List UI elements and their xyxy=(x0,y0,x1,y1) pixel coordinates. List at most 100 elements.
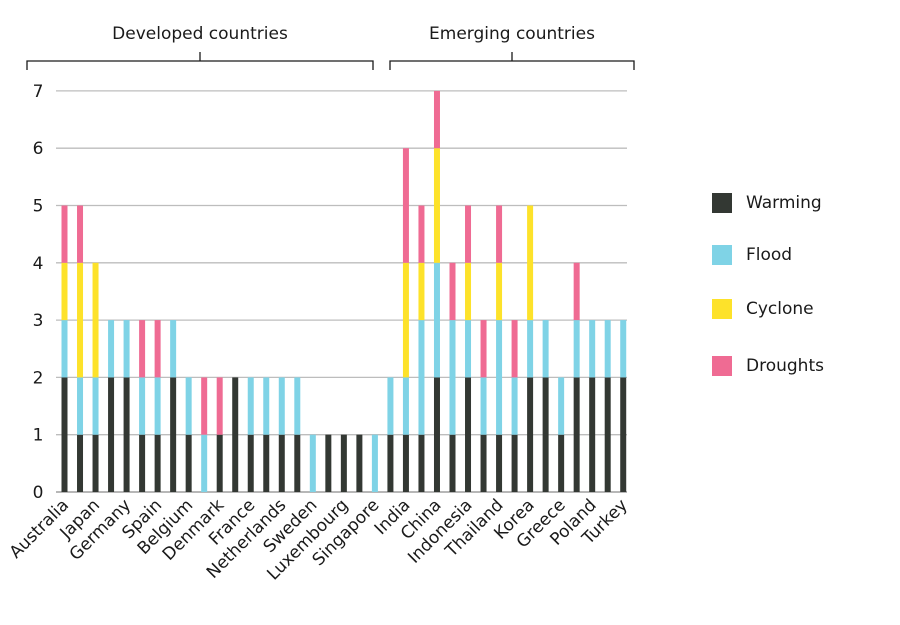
bar-segment-flood xyxy=(278,377,285,435)
legend-item-cyclone: Cyclone xyxy=(712,299,814,319)
legend-swatch-droughts xyxy=(712,356,732,376)
bar-segment-flood xyxy=(154,377,161,435)
group-label: Developed countries xyxy=(112,24,288,44)
bar-segment-warming xyxy=(573,377,580,492)
y-tick-label: 4 xyxy=(33,254,44,274)
bar-segment-cyclone xyxy=(496,262,503,321)
y-tick-label: 7 xyxy=(33,82,44,102)
x-axis: AustraliaJapanGermanySpainBelgiumDenmark… xyxy=(6,495,632,584)
y-tick-label: 6 xyxy=(33,139,44,159)
bar-segment-warming xyxy=(77,434,84,492)
legend-item-flood: Flood xyxy=(712,245,792,265)
bar-segment-warming xyxy=(604,377,611,492)
bar-segment-warming xyxy=(356,434,363,492)
bar-segment-flood xyxy=(620,320,627,378)
bar-segment-flood xyxy=(108,320,115,378)
gridlines xyxy=(56,90,627,493)
bar-segment-warming xyxy=(247,434,254,492)
bar-segment-flood xyxy=(402,377,409,435)
bar-segment-droughts xyxy=(511,320,518,378)
bar-segment-warming xyxy=(139,434,146,492)
legend-item-droughts: Droughts xyxy=(712,356,824,376)
bar-segment-warming xyxy=(232,377,239,492)
bar-segment-droughts xyxy=(154,320,161,378)
bar-segment-droughts xyxy=(139,320,146,378)
group-bracket xyxy=(389,52,635,70)
bar-segment-flood xyxy=(387,377,394,435)
bar-segment-droughts xyxy=(77,205,84,263)
bar-segment-flood xyxy=(542,320,549,378)
bar-segment-flood xyxy=(558,377,565,435)
bar-segment-warming xyxy=(589,377,596,492)
bar-segment-warming xyxy=(216,434,223,492)
bar-segment-droughts xyxy=(480,320,487,378)
bar-segment-flood xyxy=(309,434,316,492)
bar-segment-droughts xyxy=(573,262,580,321)
legend-swatch-cyclone xyxy=(712,299,732,319)
bar-segment-warming xyxy=(185,434,192,492)
bar-segment-flood xyxy=(573,320,580,378)
legend-swatch-warming xyxy=(712,193,732,213)
bar-segment-flood xyxy=(496,320,503,435)
bar-segment-flood xyxy=(465,320,472,378)
bar-segment-droughts xyxy=(465,205,472,263)
bar-segment-droughts xyxy=(216,377,223,435)
bar-segment-warming xyxy=(263,434,270,492)
bar-segment-flood xyxy=(433,262,440,378)
bar-segment-warming xyxy=(123,377,130,492)
bar-segment-flood xyxy=(527,320,534,378)
bar-segment-droughts xyxy=(402,148,409,263)
bar-segment-warming xyxy=(170,377,177,492)
bar-segment-cyclone xyxy=(527,205,534,321)
bar-segment-flood xyxy=(61,320,68,378)
legend-label-droughts: Droughts xyxy=(746,356,824,376)
bar-segment-flood xyxy=(480,377,487,435)
bar-segment-cyclone xyxy=(402,262,409,378)
bar-segment-warming xyxy=(340,434,347,492)
bar-segment-warming xyxy=(433,377,440,492)
bar-segment-warming xyxy=(527,377,534,492)
bar-segment-droughts xyxy=(418,205,425,263)
bar-segment-cyclone xyxy=(92,262,99,378)
bar-segment-warming xyxy=(387,434,394,492)
bar-segment-droughts xyxy=(201,377,208,435)
bar-segment-flood xyxy=(247,377,254,435)
y-axis: 0 1 2 3 4 5 6 7 xyxy=(33,82,44,503)
bar-segment-warming xyxy=(402,434,409,492)
bar-segment-warming xyxy=(154,434,161,492)
bar-segment-flood xyxy=(511,377,518,435)
bar-segment-droughts xyxy=(61,205,68,263)
bar-segment-warming xyxy=(620,377,627,492)
group-brackets: Developed countries Emerging countries xyxy=(26,24,635,70)
legend-label-cyclone: Cyclone xyxy=(746,299,814,319)
bar-segment-flood xyxy=(604,320,611,378)
bar-segment-warming xyxy=(61,377,68,492)
bar-segment-flood xyxy=(92,377,99,435)
bar-segment-flood xyxy=(589,320,596,378)
legend-swatch-flood xyxy=(712,245,732,265)
bar-segment-flood xyxy=(139,377,146,435)
bar-segment-cyclone xyxy=(465,262,472,321)
y-tick-label: 3 xyxy=(33,311,44,331)
bar-segment-cyclone xyxy=(433,148,440,263)
bar-segment-warming xyxy=(278,434,285,492)
bar-segment-flood xyxy=(77,377,84,435)
bar-segment-flood xyxy=(185,377,192,435)
bar-segment-flood xyxy=(201,434,208,492)
legend-label-flood: Flood xyxy=(746,245,793,265)
bar-segment-flood xyxy=(418,320,425,435)
y-tick-label: 1 xyxy=(33,426,44,446)
y-tick-label: 0 xyxy=(33,483,44,503)
bar-segment-warming xyxy=(92,434,99,492)
bar-segment-warming xyxy=(465,377,472,492)
bar-segment-flood xyxy=(294,377,301,435)
bar-segment-droughts xyxy=(433,90,440,149)
bar-segment-warming xyxy=(449,434,456,492)
group-bracket xyxy=(26,52,374,70)
bar-segment-flood xyxy=(123,320,130,378)
bar-segment-warming xyxy=(108,377,115,492)
bar-segment-warming xyxy=(542,377,549,492)
bar-segment-warming xyxy=(294,434,301,492)
